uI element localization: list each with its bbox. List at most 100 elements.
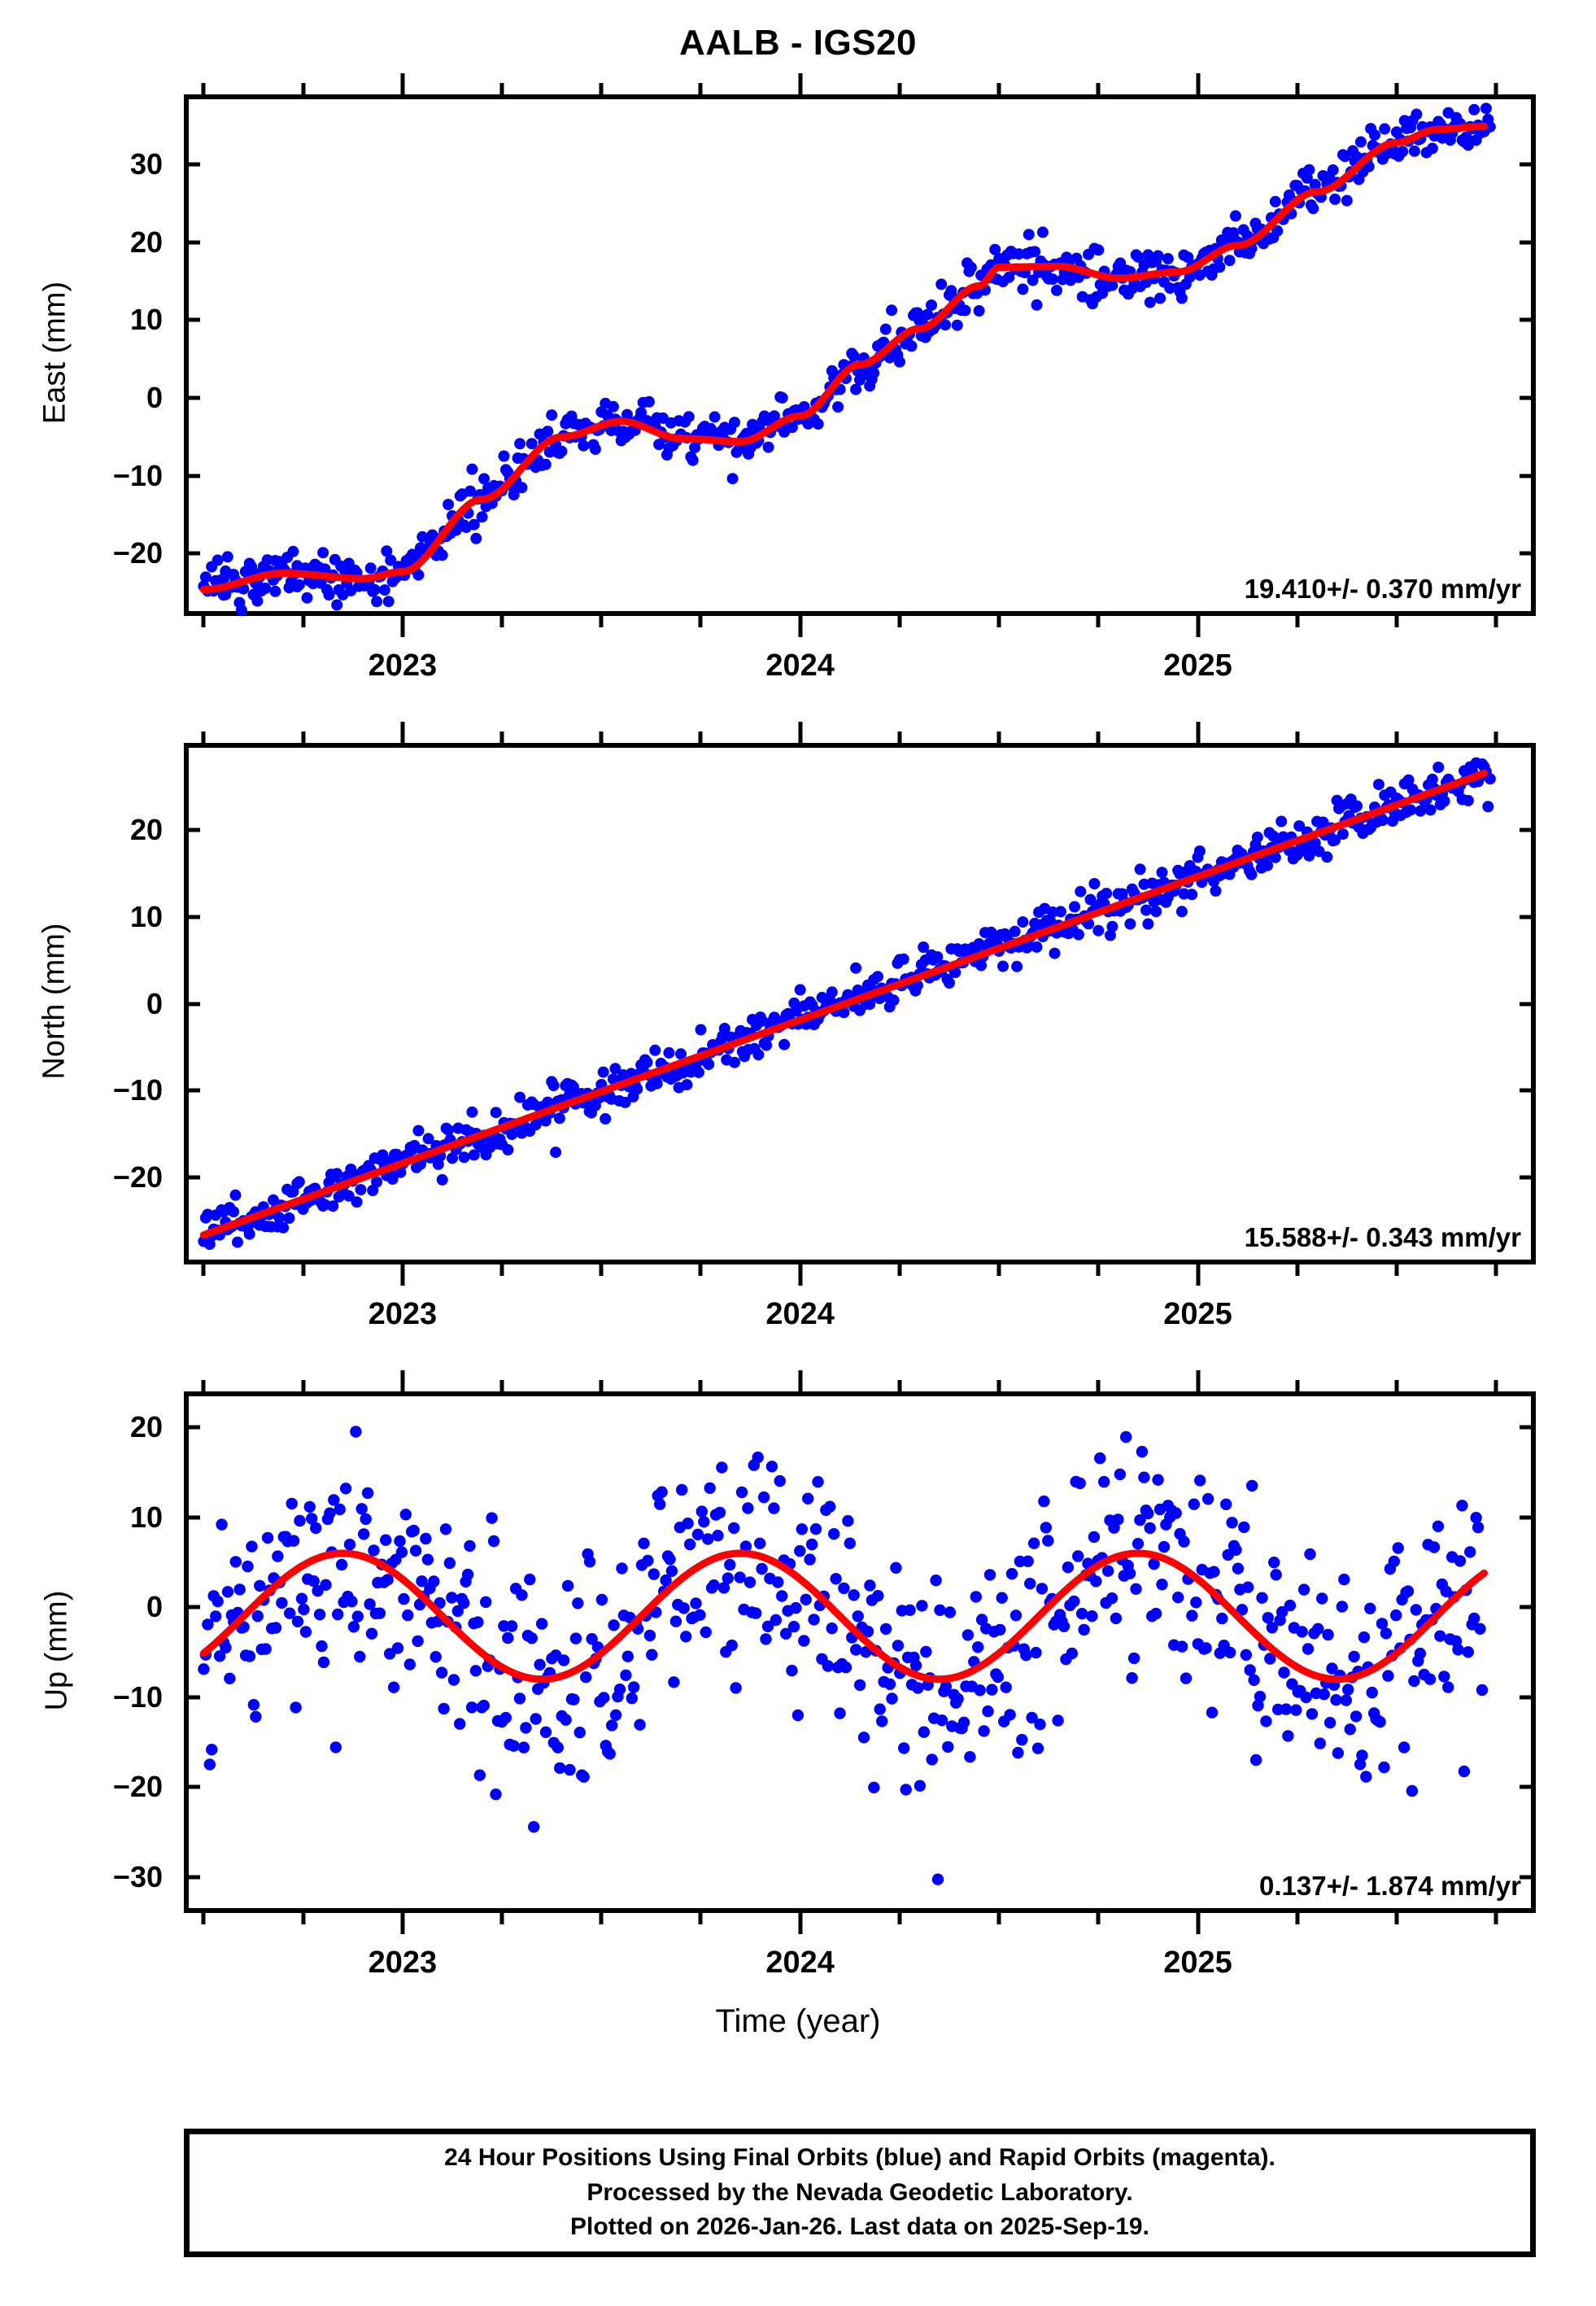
up-xtick-mark (798, 1370, 803, 1391)
up-xtick-mark-minor (1096, 1913, 1101, 1924)
north-xtick-mark-minor (897, 732, 902, 743)
up-plot-area (198, 1426, 1489, 1885)
east-xtick-mark (798, 616, 803, 637)
north-xtick-mark-minor (1096, 1264, 1101, 1276)
up-xtick-mark (400, 1913, 405, 1934)
east-ytick-mark (1520, 317, 1536, 322)
up-data-points (198, 1426, 1489, 1885)
east-xtick-mark-minor (897, 83, 902, 94)
footer-line-3: Plotted on 2026-Jan-26. Last data on 202… (570, 2213, 1149, 2241)
up-ytick-mark (184, 1605, 200, 1609)
up-ytick-mark (184, 1875, 200, 1880)
east-ytick-label: 0 (146, 381, 163, 415)
up-xtick-mark-minor (1295, 1913, 1300, 1924)
up-xtick-mark-minor (698, 1380, 703, 1391)
up-xtick-mark-minor (1096, 1380, 1101, 1391)
east-xtick-mark-minor (1096, 83, 1101, 94)
up-xtick-mark-minor (201, 1380, 206, 1391)
up-xtick-mark-minor (1394, 1380, 1399, 1391)
north-xtick-mark (400, 1264, 405, 1286)
east-ytick-mark (1520, 395, 1536, 400)
east-ytick-mark (1520, 474, 1536, 478)
up-xtick-mark (798, 1913, 803, 1934)
east-xtick-mark-minor (996, 616, 1001, 627)
east-xtick-mark-minor (996, 83, 1001, 94)
north-xtick-mark-minor (1295, 1264, 1300, 1276)
up-model-line (199, 1549, 1488, 1684)
north-xtick-mark-minor (1394, 1264, 1399, 1276)
north-model-line (199, 769, 1488, 1239)
up-xtick-mark-minor (599, 1913, 604, 1924)
east-ytick-mark (1520, 162, 1536, 167)
north-ytick-mark (1520, 828, 1536, 832)
east-xtick-mark-minor (1096, 616, 1101, 627)
north-xtick-mark-minor (996, 732, 1001, 743)
east-ytick-label: 20 (129, 225, 163, 259)
up-ytick-mark (1520, 1515, 1536, 1520)
up-ytick-mark (1520, 1695, 1536, 1700)
north-xtick-mark-minor (698, 1264, 703, 1276)
up-xtick-label: 2025 (1163, 1946, 1232, 1980)
east-rate-annotation: 19.410+/- 0.370 mm/yr (1244, 574, 1521, 604)
east-axis-label: East (mm) (37, 281, 72, 425)
up-ytick-mark (1520, 1875, 1536, 1880)
north-plot-area (198, 757, 1496, 1251)
north-xtick-mark-minor (201, 1264, 206, 1276)
up-xtick-mark-minor (1295, 1380, 1300, 1391)
east-ytick-mark (184, 395, 200, 400)
up-xtick-mark-minor (996, 1913, 1001, 1924)
east-xtick-mark (1196, 616, 1200, 637)
up-xtick-label: 2024 (765, 1946, 835, 1980)
page-title: AALB - IGS20 (678, 23, 918, 63)
north-ytick-label: 20 (129, 812, 163, 846)
up-xtick-mark-minor (1394, 1913, 1399, 1924)
north-xtick-mark-minor (599, 1264, 604, 1276)
east-xtick-mark-minor (1494, 616, 1498, 627)
north-xtick-mark-minor (1494, 1264, 1498, 1276)
east-xtick-mark-minor (301, 616, 306, 627)
east-xtick-mark-minor (599, 83, 604, 94)
north-ytick-mark (184, 915, 200, 919)
north-xtick-mark-minor (1494, 732, 1498, 743)
east-xtick-mark-minor (698, 616, 703, 627)
north-xtick-mark-minor (1295, 732, 1300, 743)
north-xtick-mark-minor (301, 1264, 306, 1276)
east-ytick-mark (184, 551, 200, 556)
up-ytick-label: 0 (146, 1590, 163, 1624)
east-panel: 19.410+/- 0.370 mm/yr 30 20 10 0 −10 −20 2023 2… (113, 73, 1536, 683)
north-xtick-mark-minor (1096, 732, 1101, 743)
north-xtick-mark (1196, 722, 1200, 743)
north-ytick-mark (1520, 915, 1536, 919)
east-xtick-label: 2023 (368, 649, 438, 683)
north-xtick-mark-minor (201, 732, 206, 743)
north-ytick-mark (184, 1175, 200, 1180)
up-ytick-mark (1520, 1605, 1536, 1609)
up-xtick-mark-minor (1494, 1380, 1498, 1391)
east-xtick-mark-minor (499, 83, 504, 94)
up-panel: 0.137+/- 1.874 mm/yr 20 10 0 −10 −20 −30 2023 2… (113, 1370, 1536, 1980)
east-xtick-mark-minor (1394, 83, 1399, 94)
east-xtick-label: 2024 (765, 649, 835, 683)
up-rate-annotation: 0.137+/- 1.874 mm/yr (1259, 1871, 1521, 1901)
up-ytick-label: −20 (112, 1770, 163, 1804)
up-ytick-label: 20 (129, 1410, 163, 1444)
east-ytick-mark (184, 162, 200, 167)
east-xtick-mark (400, 73, 405, 94)
up-xtick-mark-minor (201, 1913, 206, 1924)
up-ytick-label: 10 (129, 1500, 163, 1534)
east-ytick-mark (1520, 551, 1536, 556)
east-xtick-mark-minor (1295, 83, 1300, 94)
up-xtick-mark (1196, 1370, 1200, 1391)
north-ytick-label: −20 (112, 1160, 163, 1194)
north-ytick-mark (184, 1002, 200, 1006)
east-ytick-mark (1520, 240, 1536, 245)
north-xtick-mark-minor (499, 1264, 504, 1276)
north-xtick-mark (1196, 1264, 1200, 1286)
north-ytick-mark (1520, 1175, 1536, 1180)
east-xtick-mark-minor (1494, 83, 1498, 94)
up-xtick-mark-minor (499, 1380, 504, 1391)
east-xtick-mark (1196, 73, 1200, 94)
north-xtick-mark-minor (897, 1264, 902, 1276)
up-ytick-label: −30 (112, 1859, 163, 1893)
